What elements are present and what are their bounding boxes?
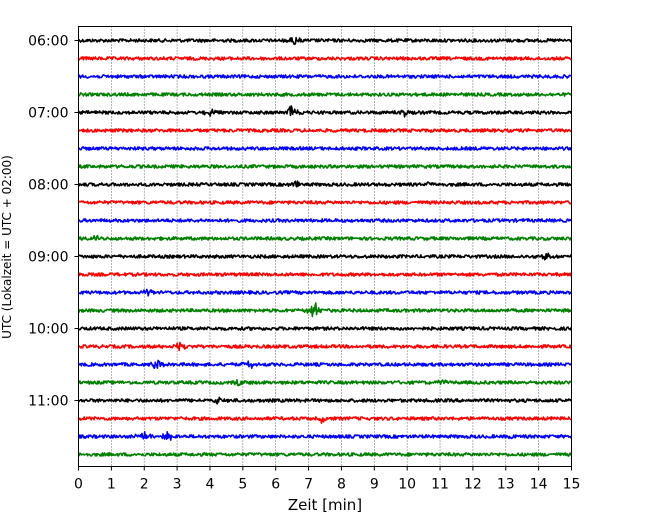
x-tick-label: 12 xyxy=(464,477,482,493)
seismogram-trace xyxy=(77,288,573,297)
y-tick-label: 10:00 xyxy=(28,322,68,338)
plot-frame xyxy=(78,26,572,467)
y-tick-label: 06:00 xyxy=(28,34,68,50)
x-tick-label: 15 xyxy=(563,477,581,493)
y-tick-label: 07:00 xyxy=(28,106,68,122)
seismogram-trace xyxy=(77,378,572,387)
seismogram-trace xyxy=(77,105,573,118)
y-tick-label: 09:00 xyxy=(28,250,68,266)
x-axis-label: Zeit [min] xyxy=(288,496,362,514)
x-tick-label: 4 xyxy=(206,477,215,493)
seismogram-trace xyxy=(77,396,573,405)
seismogram-trace xyxy=(78,92,573,97)
x-tick-label: 5 xyxy=(238,477,247,493)
y-axis-ticks: 06:00 07:00 08:00 09:00 10:00 11:00 xyxy=(28,34,79,410)
x-tick-label: 6 xyxy=(271,477,280,493)
seismogram-trace xyxy=(78,180,573,188)
x-tick-label: 2 xyxy=(140,477,149,493)
seismogram-trace xyxy=(77,56,572,61)
seismogram-trace xyxy=(77,74,572,79)
x-axis-ticks: 0 1 2 3 4 5 6 7 8 9 10 11 12 13 14 15 xyxy=(74,466,581,493)
x-tick-label: 14 xyxy=(530,477,548,493)
seismogram-trace xyxy=(77,359,573,369)
vertical-grid xyxy=(111,26,539,467)
seismogram-trace xyxy=(77,146,573,151)
x-tick-label: 8 xyxy=(337,477,346,493)
x-tick-label: 7 xyxy=(304,477,313,493)
seismogram-trace xyxy=(77,218,573,223)
x-tick-label: 1 xyxy=(107,477,116,493)
x-tick-label: 0 xyxy=(74,477,83,493)
seismogram-trace xyxy=(77,302,573,318)
seismogram-trace xyxy=(77,326,573,331)
seismogram-trace xyxy=(77,36,573,46)
seismogram-trace xyxy=(77,252,573,261)
seismogram-trace xyxy=(78,234,573,241)
y-axis-label: UTC (Lokalzeit = UTC + 02:00) xyxy=(0,155,14,339)
seismogram-trace xyxy=(77,416,572,424)
y-tick-label: 08:00 xyxy=(28,178,68,194)
seismogram-trace xyxy=(77,164,573,169)
seismogram-trace xyxy=(77,431,573,441)
seismogram-trace xyxy=(78,200,573,205)
seismogram-trace xyxy=(78,452,572,457)
seismogram-trace xyxy=(78,341,573,352)
seismogram-trace xyxy=(77,128,573,133)
x-tick-label: 9 xyxy=(370,477,379,493)
x-tick-label: 13 xyxy=(497,477,515,493)
x-tick-label: 3 xyxy=(173,477,182,493)
seismogram-traces xyxy=(77,36,573,457)
x-tick-label: 10 xyxy=(398,477,416,493)
seismogram-trace xyxy=(77,272,573,277)
y-tick-label: 11:00 xyxy=(28,394,68,410)
x-tick-label: 11 xyxy=(431,477,449,493)
